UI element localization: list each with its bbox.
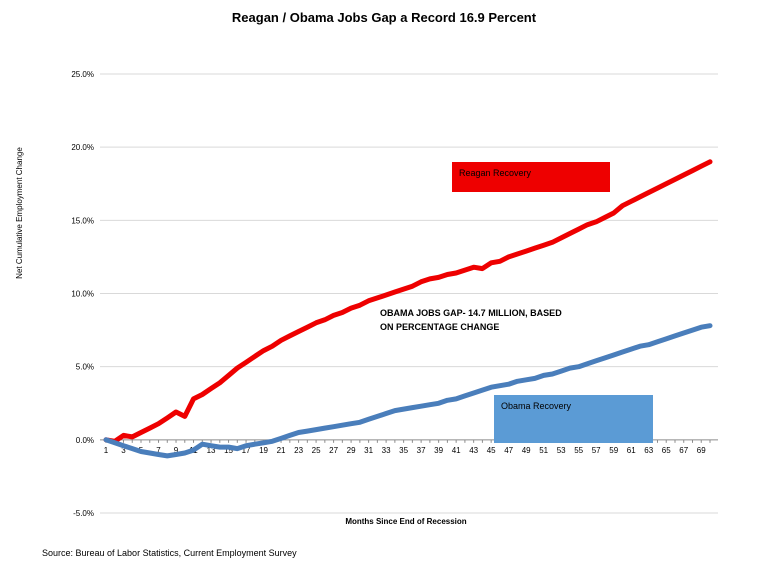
x-tick-label: 23 bbox=[294, 446, 303, 455]
y-tick-label: 0.0% bbox=[76, 436, 94, 445]
x-tick-label: 45 bbox=[487, 446, 496, 455]
x-tick-label: 7 bbox=[156, 446, 161, 455]
gridlines bbox=[100, 73, 718, 514]
x-tick-label: 21 bbox=[277, 446, 286, 455]
x-tick-label: 9 bbox=[174, 446, 179, 455]
x-tick-label: 13 bbox=[207, 446, 216, 455]
x-tick-label: 61 bbox=[627, 446, 636, 455]
x-tick-label: 29 bbox=[347, 446, 356, 455]
x-tick-label: 27 bbox=[329, 446, 338, 455]
x-tick-label: 19 bbox=[259, 446, 268, 455]
y-tick-label: 10.0% bbox=[71, 290, 94, 299]
series-line-obama bbox=[103, 323, 713, 459]
x-tick-label: 41 bbox=[452, 446, 461, 455]
source-note: Source: Bureau of Labor Statistics, Curr… bbox=[42, 548, 297, 558]
legend-reagan: Reagan Recovery bbox=[452, 162, 610, 192]
series-line-reagan bbox=[103, 159, 713, 444]
x-tick-label: 53 bbox=[557, 446, 566, 455]
legend-reagan-label: Reagan Recovery bbox=[459, 168, 532, 178]
legend-obama-label: Obama Recovery bbox=[501, 401, 572, 411]
x-tick-label: 51 bbox=[539, 446, 548, 455]
annotation-line-2: ON PERCENTAGE CHANGE bbox=[380, 322, 499, 332]
x-tick-label: 69 bbox=[697, 446, 706, 455]
chart-title: Reagan / Obama Jobs Gap a Record 16.9 Pe… bbox=[232, 10, 537, 25]
y-tick-label: 15.0% bbox=[71, 216, 94, 225]
series-lines bbox=[103, 159, 713, 459]
x-tick-label: 35 bbox=[399, 446, 408, 455]
x-tick-label: 65 bbox=[662, 446, 671, 455]
x-tick-label: 47 bbox=[504, 446, 513, 455]
y-tick-label: 25.0% bbox=[71, 70, 94, 79]
x-tick-label: 25 bbox=[312, 446, 321, 455]
x-tick-label: 59 bbox=[609, 446, 618, 455]
x-axis-label: Months Since End of Recession bbox=[345, 517, 466, 526]
y-tick-labels: -5.0% 0.0% 5.0% 10.0% 15.0% 20.0% 25.0% bbox=[71, 70, 94, 518]
legend-obama-swatch bbox=[494, 395, 653, 443]
x-tick-label: 63 bbox=[644, 446, 653, 455]
x-tick-label: 31 bbox=[364, 446, 373, 455]
legend-obama: Obama Recovery bbox=[494, 395, 653, 443]
y-tick-label: -5.0% bbox=[73, 509, 94, 518]
x-tick-label: 3 bbox=[121, 446, 126, 455]
y-tick-label: 5.0% bbox=[76, 363, 94, 372]
x-tick-label: 43 bbox=[469, 446, 478, 455]
x-tick-label: 55 bbox=[574, 446, 583, 455]
y-tick-label: 20.0% bbox=[71, 143, 94, 152]
x-tick-label: 33 bbox=[382, 446, 391, 455]
x-tick-label: 57 bbox=[592, 446, 601, 455]
y-axis-label: Net Cumulative Employment Change bbox=[15, 147, 24, 279]
annotation-line-1: OBAMA JOBS GAP- 14.7 MILLION, BASED bbox=[380, 308, 562, 318]
x-tick-label: 37 bbox=[417, 446, 426, 455]
x-tick-labels: 1 3 5 7 9 11 13 15 17 19 21 23 25 27 29 31 33 35 37 39 41 43 4… bbox=[104, 446, 706, 455]
x-tick-label: 67 bbox=[679, 446, 688, 455]
x-tick-label: 1 bbox=[104, 446, 109, 455]
legend-reagan-swatch bbox=[452, 162, 610, 192]
x-tick-label: 49 bbox=[522, 446, 531, 455]
x-tick-label: 39 bbox=[434, 446, 443, 455]
x-tick-label: 15 bbox=[224, 446, 233, 455]
x-tick-label: 17 bbox=[242, 446, 251, 455]
